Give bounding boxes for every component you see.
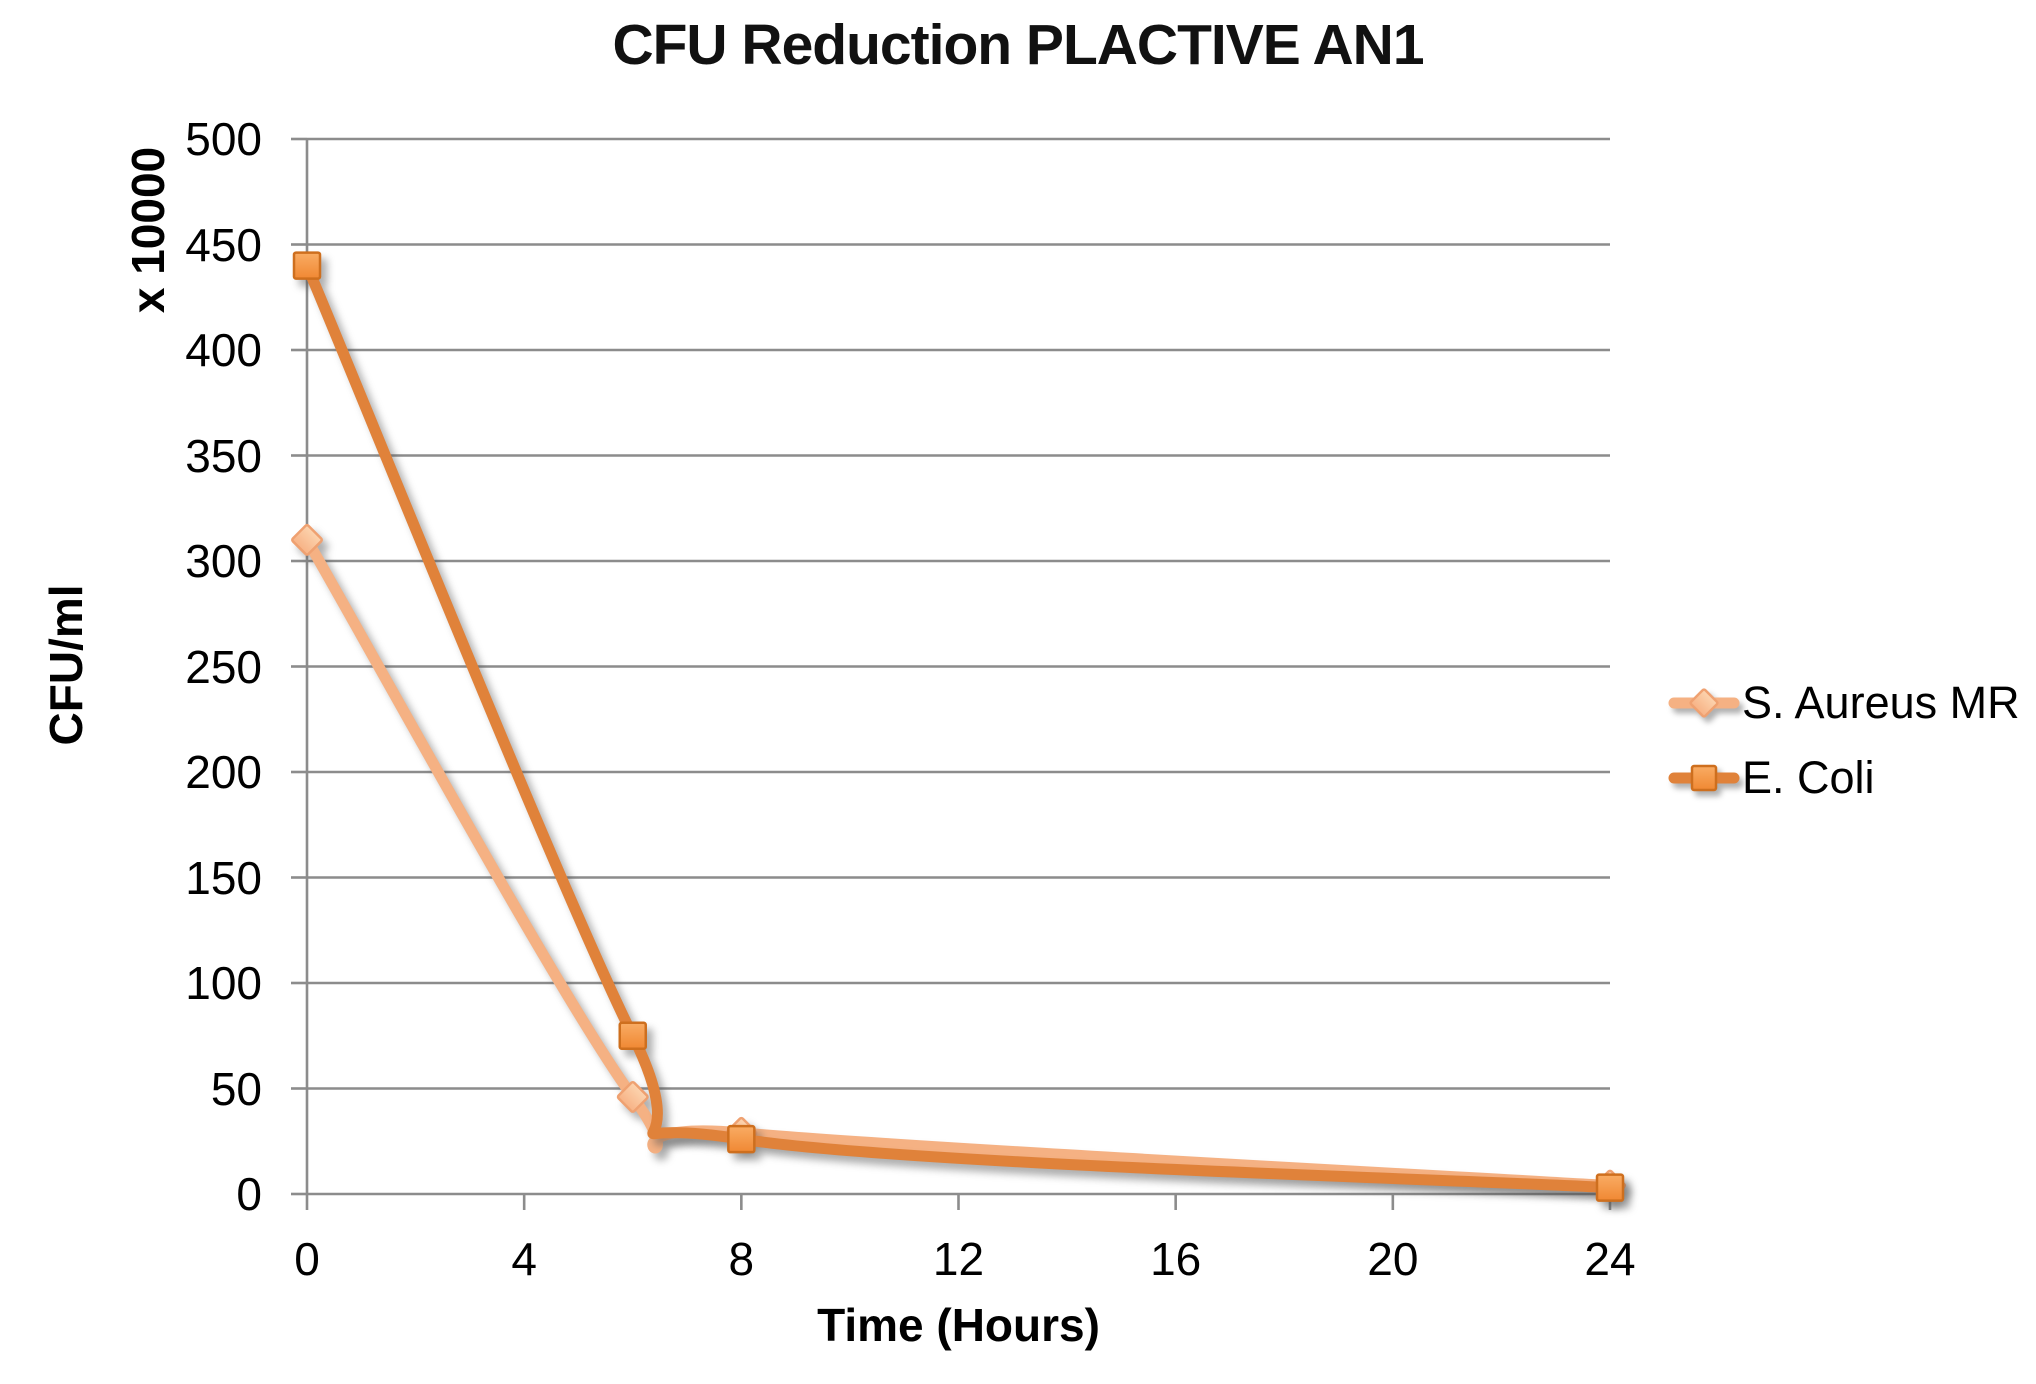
y-tick-label-450: 450 xyxy=(185,218,262,271)
y-tick-label-50: 50 xyxy=(210,1062,262,1115)
x-tick-label-8: 8 xyxy=(728,1233,755,1285)
e-coli-legend-marker-icon xyxy=(1668,764,1740,792)
y-tick-label-500: 500 xyxy=(185,113,262,165)
legend-item-e-coli[interactable]: E. Coli xyxy=(1742,752,1875,803)
x-tick-label-12: 12 xyxy=(932,1233,985,1285)
x-tick-label-4: 4 xyxy=(511,1233,537,1285)
y-tick-label-100: 100 xyxy=(185,957,262,1009)
series-s-aureus-mr xyxy=(291,523,1626,1202)
y-tick-label-300: 300 xyxy=(185,535,262,587)
x-tick-label-24: 24 xyxy=(1584,1233,1636,1285)
legend-item-s-aureus-mr[interactable]: S. Aureus MR xyxy=(1742,677,2020,728)
s-aureus-legend-marker-icon xyxy=(1668,688,1740,718)
y-tick-label-400: 400 xyxy=(185,324,262,376)
y-tick-label-250: 250 xyxy=(185,640,262,693)
y-tick-label-350: 350 xyxy=(185,429,262,482)
series-e-coli xyxy=(292,251,1625,1202)
y-tick-label-200: 200 xyxy=(185,746,262,798)
y-tick-label-150: 150 xyxy=(185,851,262,904)
chart-title: CFU Reduction PLACTIVE AN1 xyxy=(612,13,1424,77)
x-axis-title: Time (Hours) xyxy=(817,1299,1100,1351)
x-tick-label-16: 16 xyxy=(1150,1233,1202,1285)
y-tick-label-0: 0 xyxy=(236,1168,262,1220)
x-tick-label-0: 0 xyxy=(294,1233,320,1285)
x-tick-label-20: 20 xyxy=(1367,1233,1419,1285)
gridlines xyxy=(291,137,1612,1210)
